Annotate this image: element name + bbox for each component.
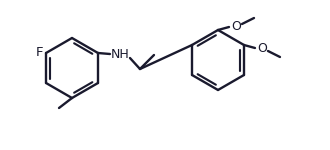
Text: F: F [36,45,43,58]
Text: O: O [257,42,267,56]
Text: O: O [231,20,241,33]
Text: NH: NH [111,48,129,60]
